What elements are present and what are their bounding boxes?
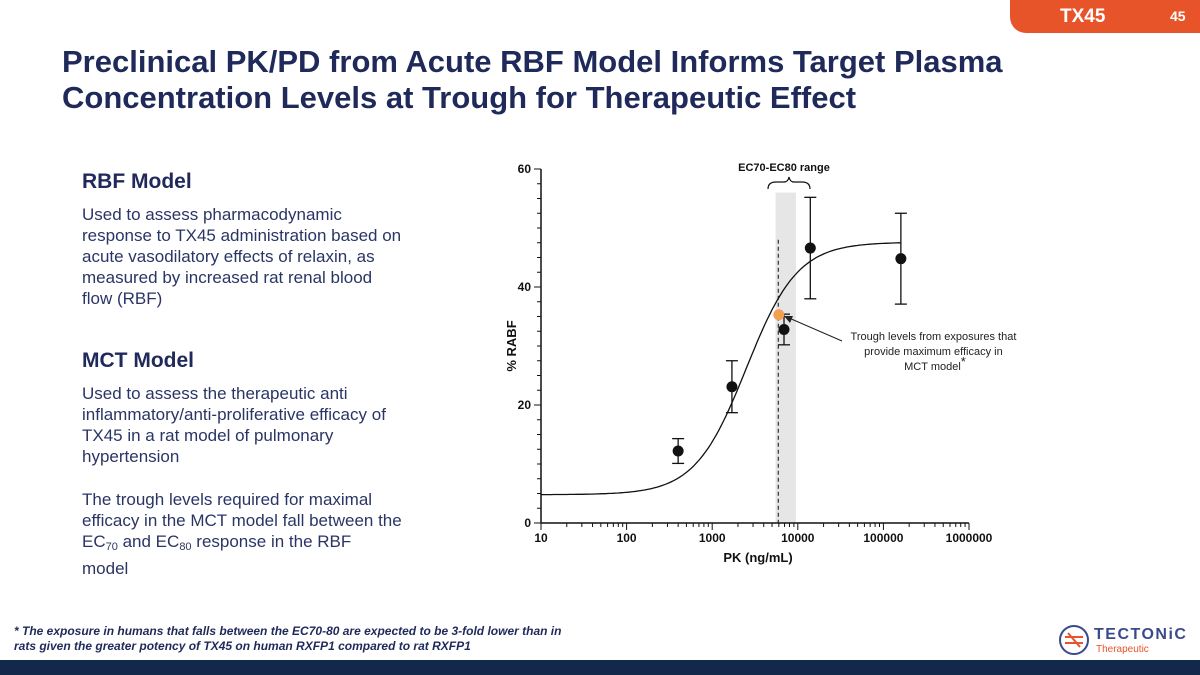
y-tick-label: 20 — [518, 398, 532, 412]
trough-sub-80: 80 — [179, 541, 192, 553]
annotation-line: Trough levels from exposures that — [851, 331, 1017, 343]
mct-heading: MCT Model — [82, 349, 194, 372]
annotation-arrowhead — [784, 316, 793, 323]
rbf-heading: RBF Model — [82, 170, 192, 193]
footer-bar — [0, 660, 1200, 675]
x-tick-label: 10 — [534, 531, 548, 545]
data-point — [725, 360, 738, 414]
y-axis-label: % RABF — [504, 320, 519, 371]
company-logo: TECTONiC Therapeutic — [1058, 622, 1188, 658]
slide-title: Preclinical PK/PD from Acute RBF Model I… — [62, 44, 1003, 115]
footnote: * The exposure in humans that falls betw… — [14, 624, 562, 653]
x-axis-label: PK (ng/mL) — [723, 550, 792, 565]
trough-text: The trough levels required for maximal e… — [82, 489, 402, 579]
x-tick-label: 1000000 — [946, 531, 993, 545]
ec-band — [775, 192, 796, 523]
annotation-arrow — [788, 317, 843, 342]
trough-pre: The trough levels required for maximal e… — [82, 490, 402, 551]
pk-pd-chart: 0 20 40 60 10 100 1000 10000 100000 1000000 PK (n… — [504, 162, 1020, 565]
page-number: 45 — [1170, 8, 1186, 24]
ec-band-brace — [767, 176, 811, 190]
point-marker — [804, 242, 816, 254]
data-point — [894, 212, 907, 305]
logo-word: TECTONiC — [1094, 626, 1188, 643]
annotation-line: provide maximum efficacy in — [864, 346, 1003, 358]
point-marker — [778, 323, 790, 335]
y-tick-label: 0 — [524, 516, 531, 530]
x-tick-label: 100000 — [863, 531, 903, 545]
x-tick-label: 1000 — [699, 531, 726, 545]
rbf-text: Used to assess pharmacodynamic response … — [82, 205, 402, 308]
drug-name: TX45 — [1060, 6, 1106, 27]
logo-sub: Therapeutic — [1096, 644, 1149, 655]
x-tick-label: 10000 — [781, 531, 815, 545]
x-tick-label: 100 — [617, 531, 637, 545]
annotation-asterisk: * — [961, 354, 966, 369]
y-tick-label: 40 — [518, 280, 532, 294]
annotation-line: MCT model — [904, 361, 961, 373]
trough-mid: and EC — [117, 532, 180, 551]
trough-post: response in the RBF model — [82, 532, 352, 578]
y-tick-label: 60 — [518, 162, 532, 176]
point-marker — [672, 445, 684, 457]
left-panel: RBF Model Used to assess pharmacodynamic… — [82, 170, 402, 579]
annotation-text: Trough levels from exposures that provid… — [851, 331, 1020, 373]
point-marker — [895, 253, 907, 265]
data-point — [672, 437, 685, 465]
fit-curve — [541, 242, 901, 496]
ec-band-label: EC70-EC80 range — [738, 162, 830, 174]
mct-text: Used to assess the therapeutic anti infl… — [82, 384, 386, 466]
point-marker — [726, 381, 738, 393]
trough-marker — [773, 309, 785, 321]
trough-sub-70: 70 — [105, 541, 118, 553]
slide-badge: TX45 45 — [1010, 0, 1200, 33]
data-point — [804, 196, 817, 300]
logo-mark-icon — [1059, 625, 1089, 655]
